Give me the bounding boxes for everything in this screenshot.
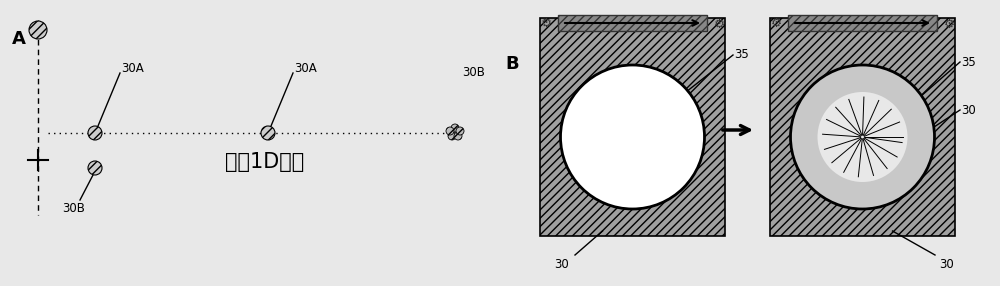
- Text: 30A: 30A: [121, 61, 144, 74]
- Text: A: A: [12, 30, 26, 48]
- Circle shape: [88, 161, 102, 175]
- Text: 30: 30: [940, 257, 954, 271]
- Text: 30A: 30A: [294, 61, 317, 74]
- Circle shape: [29, 21, 47, 39]
- Text: ⚙: ⚙: [540, 17, 552, 29]
- Circle shape: [790, 65, 934, 209]
- Text: 30: 30: [961, 104, 976, 116]
- Bar: [558, 15, 707, 31]
- Text: B: B: [505, 55, 519, 73]
- Text: ⚙: ⚙: [713, 17, 725, 31]
- Bar: [770, 18, 955, 236]
- Text: 30B: 30B: [62, 202, 85, 214]
- Circle shape: [261, 126, 275, 140]
- Circle shape: [448, 132, 456, 140]
- Text: 35: 35: [961, 55, 976, 69]
- Circle shape: [451, 124, 459, 132]
- Circle shape: [88, 126, 102, 140]
- Circle shape: [446, 127, 454, 135]
- Text: ⚙: ⚙: [770, 17, 782, 29]
- Circle shape: [560, 65, 704, 209]
- Text: 30: 30: [555, 257, 569, 271]
- Circle shape: [456, 127, 464, 135]
- Text: 30B: 30B: [462, 67, 485, 80]
- Circle shape: [454, 132, 462, 140]
- Text: 35: 35: [734, 49, 749, 61]
- Text: ⚙: ⚙: [943, 17, 955, 31]
- Bar: [788, 15, 937, 31]
- Circle shape: [818, 92, 908, 182]
- Bar: [540, 18, 725, 236]
- Text: 电冰1D转运: 电冰1D转运: [225, 152, 305, 172]
